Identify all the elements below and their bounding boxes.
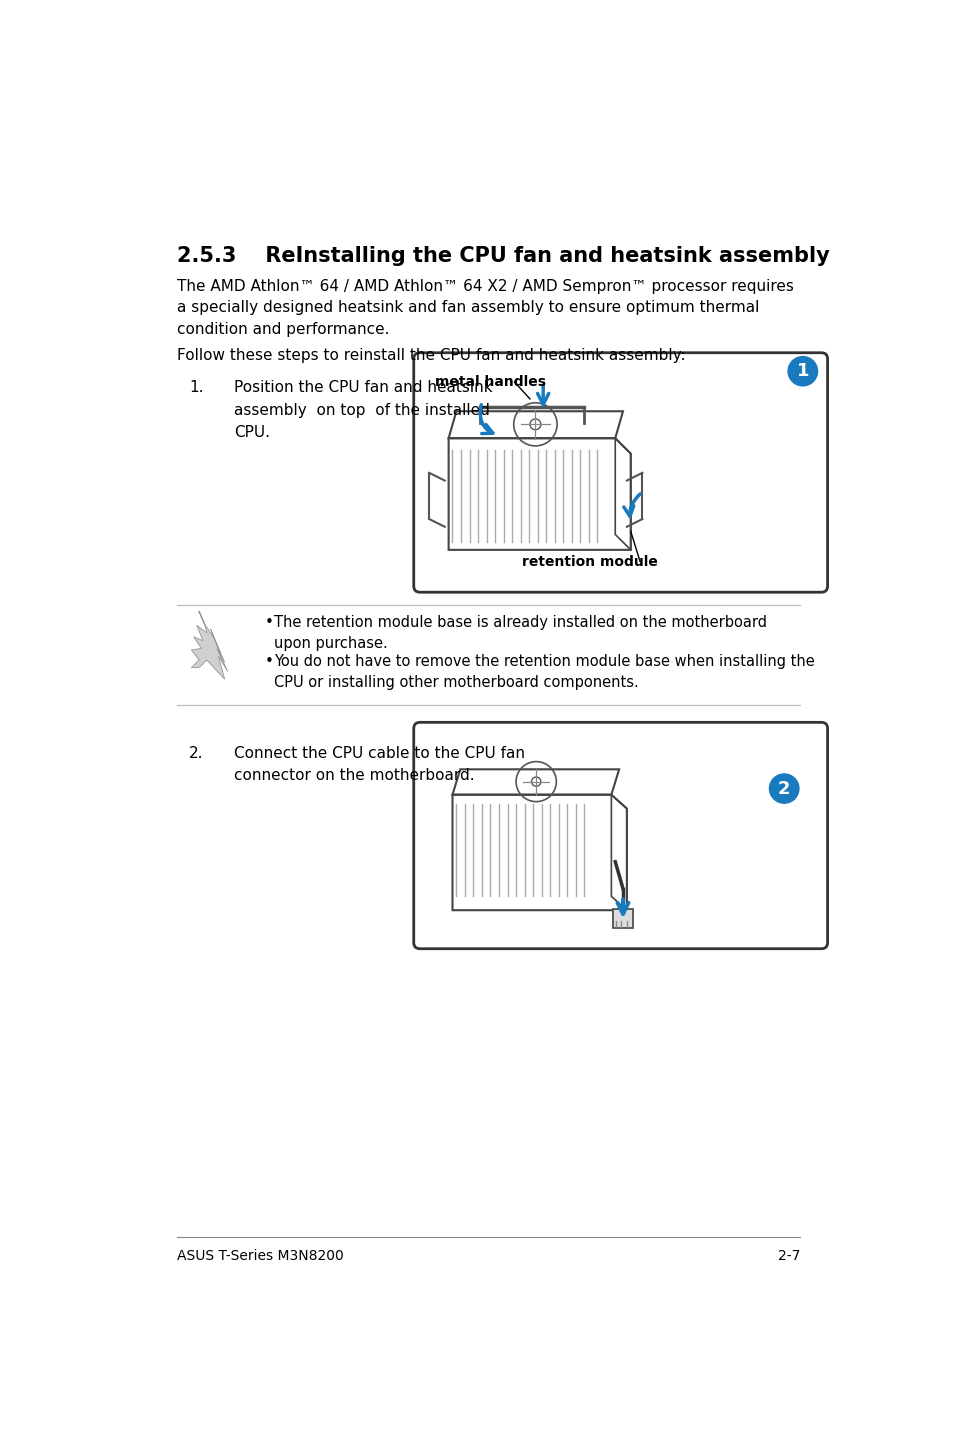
Text: You do not have to remove the retention module base when installing the
CPU or i: You do not have to remove the retention … [274,654,814,690]
Text: 2-7: 2-7 [778,1250,800,1263]
Text: •: • [265,654,274,669]
FancyBboxPatch shape [414,722,827,949]
FancyBboxPatch shape [612,909,633,928]
Text: Position the CPU fan and heatsink
assembly  on top  of the installed
CPU.: Position the CPU fan and heatsink assemb… [233,381,492,440]
Circle shape [769,774,798,804]
Polygon shape [192,624,228,679]
Text: metal handles: metal handles [435,375,546,390]
Text: ASUS T-Series M3N8200: ASUS T-Series M3N8200 [177,1250,344,1263]
Text: 2: 2 [777,779,790,798]
Circle shape [787,357,817,385]
Text: •: • [265,615,274,630]
FancyBboxPatch shape [414,352,827,592]
Text: Connect the CPU cable to the CPU fan
connector on the motherboard.: Connect the CPU cable to the CPU fan con… [233,746,524,784]
Text: retention module: retention module [521,555,658,569]
Text: The retention module base is already installed on the motherboard
upon purchase.: The retention module base is already ins… [274,615,766,651]
Text: The AMD Athlon™ 64 / AMD Athlon™ 64 X2 / AMD Sempron™ processor requires
a speci: The AMD Athlon™ 64 / AMD Athlon™ 64 X2 /… [177,279,794,336]
Text: Follow these steps to reinstall the CPU fan and heatsink assembly:: Follow these steps to reinstall the CPU … [177,348,685,364]
Text: 1: 1 [796,362,808,380]
Text: 2.: 2. [189,746,203,761]
Text: 1.: 1. [189,381,203,395]
Text: 2.5.3    ReInstalling the CPU fan and heatsink assembly: 2.5.3 ReInstalling the CPU fan and heats… [177,246,829,266]
